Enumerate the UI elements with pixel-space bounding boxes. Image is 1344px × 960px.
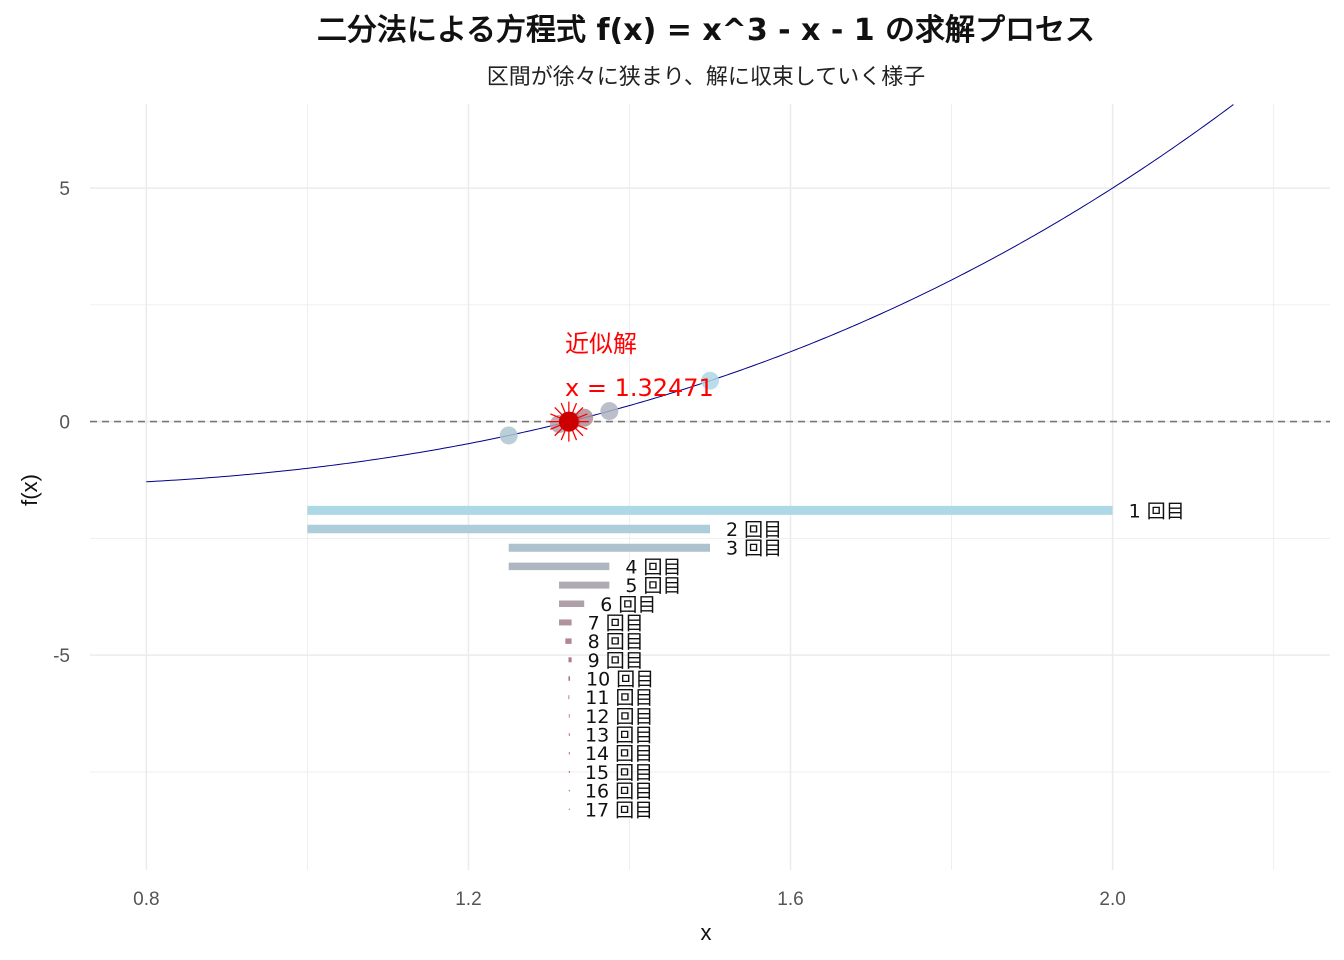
chart-title: 二分法による方程式 f(x) = x^3 - x - 1 の求解プロセス: [317, 13, 1095, 48]
annotation-group: 近似解 x = 1.32471: [565, 330, 714, 402]
y-tick-labels: -5 0 5: [53, 179, 70, 667]
interval-label: 8 回目: [588, 631, 644, 653]
interval-label: 17 回目: [585, 799, 653, 821]
y-tick-label: -5: [53, 646, 70, 667]
midpoint-marker: [499, 426, 518, 445]
root-point: [558, 411, 579, 432]
curve-group: [146, 104, 1234, 483]
x-tick-label: 1.6: [777, 889, 803, 910]
x-tick-label: 0.8: [133, 889, 159, 910]
x-axis-label: x: [701, 920, 712, 945]
y-tick-label: 5: [59, 179, 70, 200]
midpoint-marker: [701, 371, 719, 390]
interval-label: 10 回目: [586, 669, 654, 691]
annotation-line-2: x = 1.32471: [565, 374, 714, 402]
interval-label: 16 回目: [585, 781, 653, 803]
x-tick-labels: 0.8 1.2 1.6 2.0: [133, 889, 1126, 910]
interval-bars: [307, 505, 1113, 810]
annotation-line-1: 近似解: [565, 330, 637, 358]
interval-label: 3 回目: [726, 538, 782, 560]
interval-label: 13 回目: [585, 725, 653, 747]
interval-label: 7 回目: [588, 612, 644, 634]
x-tick-label: 2.0: [1099, 889, 1125, 910]
interval-label: 12 回目: [585, 706, 653, 728]
interval-label: 1 回目: [1129, 500, 1185, 522]
root-marker-group: [548, 401, 589, 442]
interval-label: 15 回目: [585, 762, 653, 784]
y-tick-label: 0: [59, 413, 70, 434]
interval-label: 4 回目: [625, 556, 681, 578]
function-curve: [146, 104, 1234, 483]
interval-label: 6 回目: [600, 594, 656, 616]
grid: [90, 104, 1330, 870]
x-tick-label: 1.2: [455, 889, 481, 910]
interval-label: 2 回目: [726, 519, 782, 541]
interval-label: 14 回目: [585, 743, 653, 765]
interval-label: 9 回目: [588, 650, 644, 672]
interval-label: 5 回目: [625, 575, 681, 597]
y-axis-label: f(x): [17, 474, 42, 506]
chart-subtitle: 区間が徐々に狭まり、解に収束していく様子: [487, 65, 925, 90]
interval-label: 11 回目: [585, 687, 653, 709]
midpoint-marker: [600, 402, 619, 421]
